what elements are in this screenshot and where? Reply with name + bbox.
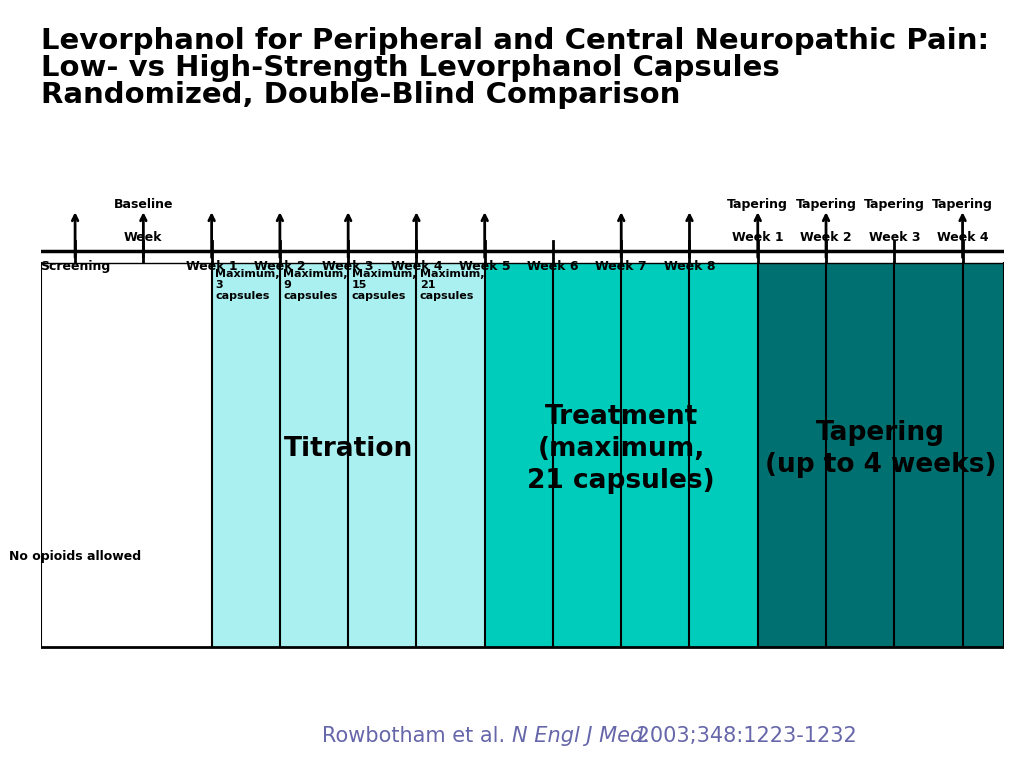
Text: Week 8: Week 8 bbox=[664, 260, 715, 273]
Text: 2003;348:1223-1232: 2003;348:1223-1232 bbox=[630, 726, 856, 746]
Text: Levorphanol for Peripheral and Central Neuropathic Pain:: Levorphanol for Peripheral and Central N… bbox=[41, 27, 989, 55]
Bar bbox=[758, 263, 1004, 647]
Text: No opioids allowed: No opioids allowed bbox=[9, 551, 141, 563]
Text: N Engl J Med.: N Engl J Med. bbox=[512, 726, 650, 746]
Text: Week 7: Week 7 bbox=[595, 260, 647, 273]
Bar bbox=[484, 263, 758, 647]
Text: Rowbotham et al.: Rowbotham et al. bbox=[323, 726, 512, 746]
Text: Randomized, Double-Blind Comparison: Randomized, Double-Blind Comparison bbox=[41, 81, 680, 108]
Text: Treatment
(maximum,
21 capsules): Treatment (maximum, 21 capsules) bbox=[527, 404, 715, 494]
Text: Tapering: Tapering bbox=[727, 198, 788, 211]
Text: Week 2: Week 2 bbox=[254, 260, 306, 273]
Text: Baseline: Baseline bbox=[114, 198, 173, 211]
Text: Maximum,
21
capsules: Maximum, 21 capsules bbox=[420, 270, 484, 301]
Text: Week: Week bbox=[124, 231, 163, 244]
Text: Tapering: Tapering bbox=[864, 198, 925, 211]
Text: Low- vs High-Strength Levorphanol Capsules: Low- vs High-Strength Levorphanol Capsul… bbox=[41, 54, 779, 81]
Text: Maximum,
9
capsules: Maximum, 9 capsules bbox=[284, 270, 348, 301]
Text: Tapering: Tapering bbox=[796, 198, 856, 211]
Text: Week 4: Week 4 bbox=[937, 231, 988, 244]
Text: Screening: Screening bbox=[40, 260, 111, 273]
Text: Tapering: Tapering bbox=[932, 198, 993, 211]
Text: Week 3: Week 3 bbox=[323, 260, 374, 273]
Text: Week 1: Week 1 bbox=[732, 231, 783, 244]
Text: Week 2: Week 2 bbox=[800, 231, 852, 244]
Text: Week 5: Week 5 bbox=[459, 260, 511, 273]
Text: Maximum,
15
capsules: Maximum, 15 capsules bbox=[351, 270, 416, 301]
Text: Week 3: Week 3 bbox=[868, 231, 920, 244]
Bar bbox=[212, 263, 484, 647]
Text: Week 4: Week 4 bbox=[390, 260, 442, 273]
Text: Week 1: Week 1 bbox=[185, 260, 238, 273]
Text: Titration: Titration bbox=[284, 436, 413, 462]
Text: Maximum,
3
capsules: Maximum, 3 capsules bbox=[215, 270, 280, 301]
Text: Week 6: Week 6 bbox=[527, 260, 579, 273]
Text: Tapering
(up to 4 weeks): Tapering (up to 4 weeks) bbox=[765, 420, 996, 478]
